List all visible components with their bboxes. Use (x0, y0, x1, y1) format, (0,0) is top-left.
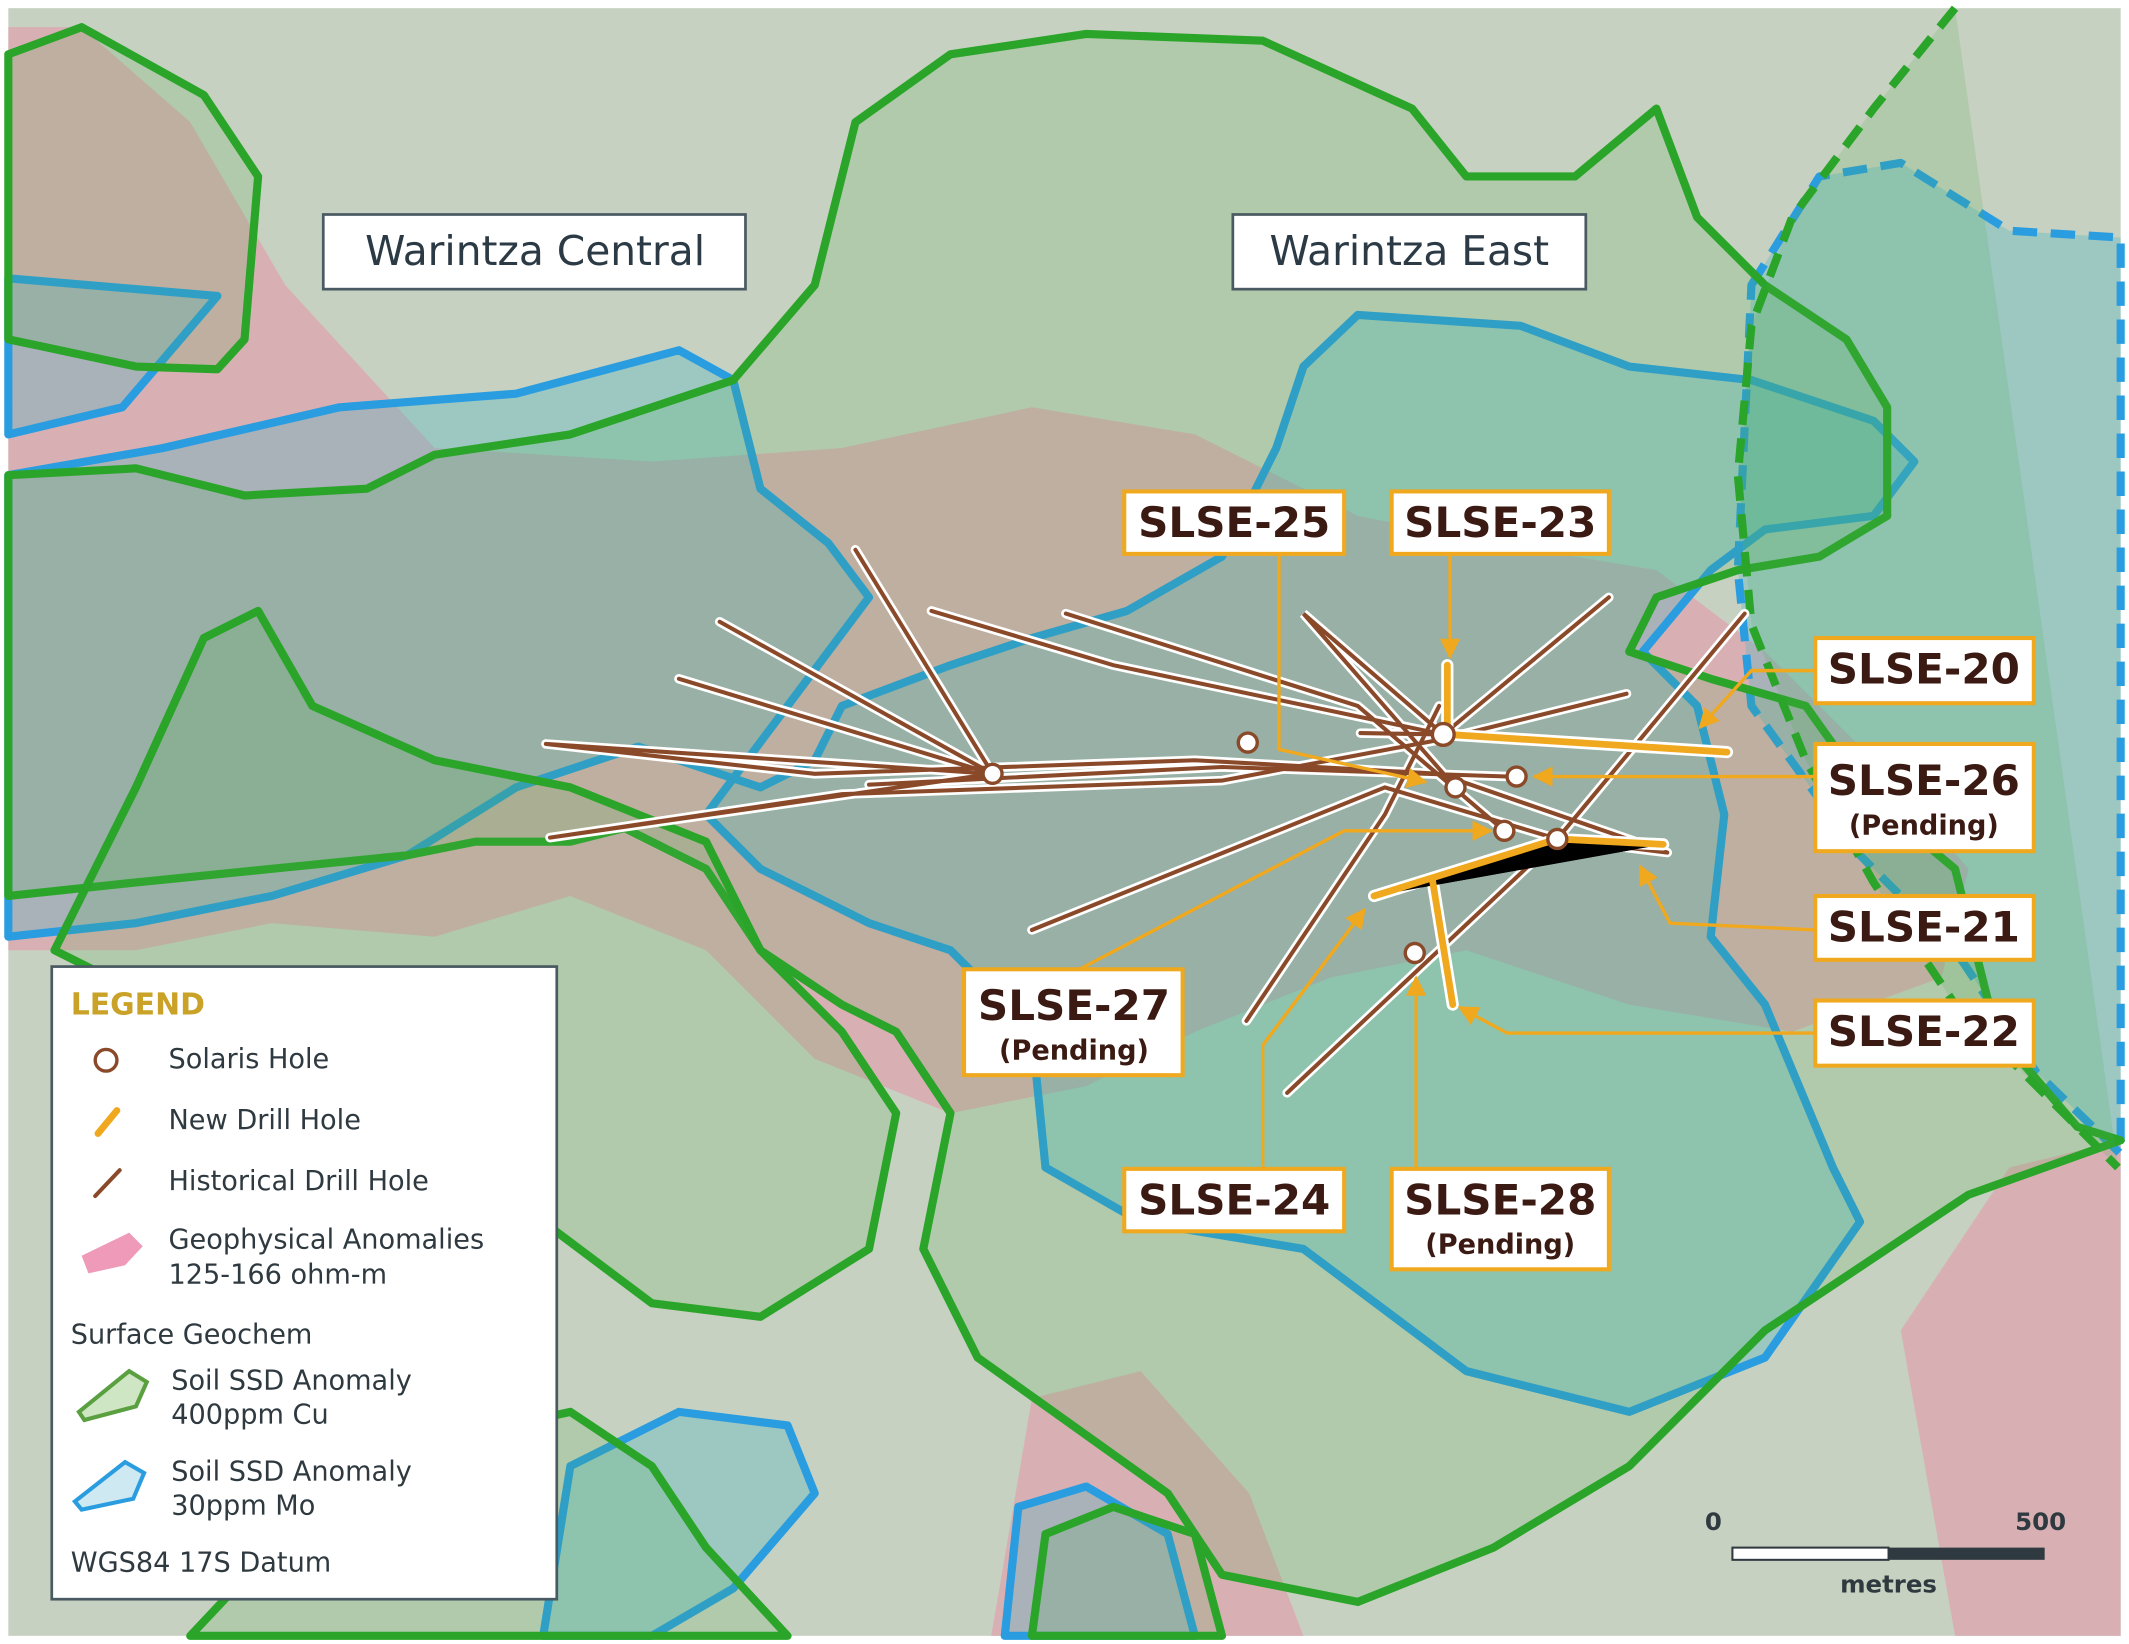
geophysical-anomaly (1900, 1140, 2121, 1636)
legend-symbol (76, 1368, 150, 1423)
area-box (1231, 213, 1588, 291)
scale-label: 500 (2015, 1507, 2066, 1536)
map-symbol (1444, 776, 1467, 799)
legend-heading: Surface Geochem (71, 1319, 313, 1350)
hole-status: (Pending) (999, 1036, 1149, 1067)
legend-item: Soil SSD Anomaly (171, 1456, 412, 1487)
hole-box (1389, 1166, 1611, 1272)
legend-item: Historical Drill Hole (169, 1166, 429, 1197)
hole-box (1813, 636, 2036, 706)
legend-item: Geophysical Anomalies (169, 1224, 485, 1255)
legend-item: 125-166 ohm-m (169, 1260, 388, 1291)
hole-label: SLSE-24 (1138, 1175, 1330, 1224)
hole-label: SLSE-23 (1404, 498, 1596, 547)
hole-label: SLSE-22 (1828, 1007, 2020, 1056)
map-feature (1638, 864, 1816, 932)
legend-symbol (71, 1459, 147, 1512)
map-feature (1261, 907, 1366, 1169)
hole-box (1122, 1166, 1347, 1234)
hole-label: SLSE-26 (1828, 756, 2020, 805)
map-symbol (1546, 827, 1569, 851)
legend-item: 400ppm Cu (171, 1399, 328, 1430)
hole-label: SLSE-21 (1828, 902, 2020, 951)
hole-box (1389, 489, 1611, 556)
legend-item: New Drill Hole (169, 1105, 361, 1136)
legend-item: Solaris Hole (169, 1044, 330, 1075)
new-holes (1367, 659, 1734, 1011)
legend-symbol (93, 1047, 119, 1073)
legend-symbol (94, 1107, 121, 1137)
geophysical-anomaly (991, 1371, 1304, 1636)
solaris-holes (981, 721, 1569, 965)
cu-anomaly (1027, 1502, 1227, 1640)
map-feature (1078, 820, 1493, 971)
map-symbol (1430, 721, 1456, 747)
hole-status: (Pending) (1849, 810, 1999, 841)
cu-anomaly (4, 23, 263, 374)
area-label: Warintza Central (365, 227, 705, 275)
map-symbol (1505, 765, 1528, 788)
hole-box (1813, 998, 2036, 1068)
hole-label: SLSE-25 (1138, 498, 1330, 547)
hole-label: SLSE-28 (1404, 1175, 1596, 1224)
map-symbol (1236, 731, 1259, 754)
area-box (321, 213, 747, 291)
hole-box (1813, 741, 2036, 854)
legend-datum: WGS84 17S Datum (71, 1547, 331, 1578)
legend-symbol (93, 1168, 122, 1199)
scale-label: 0 (1705, 1507, 1722, 1536)
scale-unit: metres (1840, 1570, 1937, 1599)
hole-status: (Pending) (1425, 1230, 1575, 1261)
hole-box (1122, 489, 1347, 556)
leader-arrows (1078, 553, 1816, 1169)
map-feature (1698, 668, 1816, 730)
mo-anomaly (539, 1407, 819, 1640)
map-feature (1277, 553, 1428, 788)
map-symbol (981, 762, 1004, 786)
legend-item: Soil SSD Anomaly (171, 1365, 412, 1396)
hole-box (1813, 893, 2036, 962)
map-feature (1370, 661, 1731, 1008)
legend-title: LEGEND (71, 987, 205, 1022)
map-symbol (1403, 941, 1426, 965)
hole-label: SLSE-27 (978, 981, 1170, 1030)
legend-item: 30ppm Mo (171, 1490, 315, 1521)
map-symbol (1493, 819, 1516, 843)
hole-box (962, 967, 1185, 1078)
hole-label: SLSE-20 (1828, 644, 2020, 693)
legend-symbol (81, 1232, 143, 1274)
mo-anomaly (4, 274, 222, 439)
map-feature (1457, 1005, 1816, 1035)
area-label: Warintza East (1270, 227, 1550, 275)
scale-bar (1731, 1546, 1890, 1561)
scale-bar (1888, 1547, 2045, 1560)
